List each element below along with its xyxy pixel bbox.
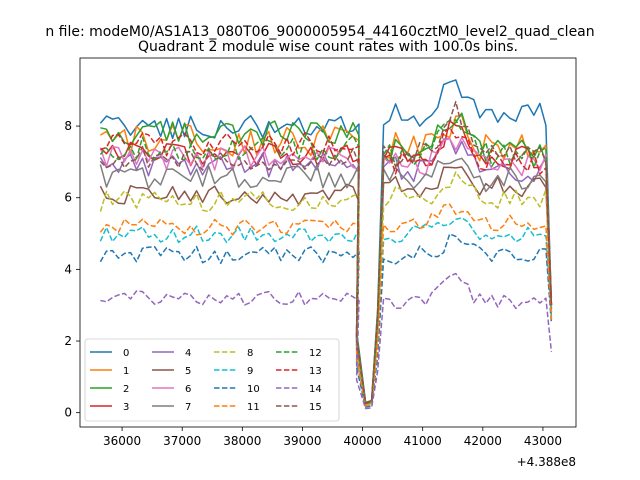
- y-tick-label: 8: [64, 119, 72, 133]
- legend-label: 3: [123, 402, 129, 413]
- series-line-6: [99, 136, 553, 405]
- legend-label: 9: [247, 366, 253, 377]
- legend-label: 4: [185, 348, 191, 359]
- series-line-7: [99, 157, 553, 405]
- x-tick-label: 42000: [464, 434, 502, 448]
- legend-label: 0: [123, 348, 129, 359]
- x-tick-label: 40000: [343, 434, 381, 448]
- axes-frame: [79, 57, 577, 428]
- series-line-11: [99, 203, 553, 407]
- x-tick-label: 43000: [524, 434, 562, 448]
- legend-box: [84, 338, 340, 422]
- legend-label: 13: [309, 366, 322, 377]
- x-axis: 36000 37000 38000 39000 40000 41000 42000 43000: [103, 427, 562, 448]
- series-line-3: [99, 120, 553, 405]
- legend-label: 2: [123, 384, 129, 395]
- y-tick-label: 4: [64, 262, 72, 276]
- legend-label: 14: [309, 384, 322, 395]
- series-line-0: [99, 79, 553, 404]
- y-axis: 0 2 4 6 8: [64, 119, 80, 420]
- chart-title: Quadrant 2 module wise count rates with …: [138, 39, 518, 55]
- legend-label: 8: [247, 348, 253, 359]
- y-tick-label: 2: [64, 334, 72, 348]
- series-line-10: [99, 233, 553, 408]
- series-line-12: [99, 119, 553, 404]
- legend-label: 15: [309, 402, 322, 413]
- legend-label: 5: [185, 366, 191, 377]
- x-offset-label: +4.388e8: [517, 455, 576, 469]
- series-line-2: [100, 112, 553, 404]
- y-tick-label: 0: [64, 406, 72, 420]
- x-tick-label: 41000: [404, 434, 442, 448]
- figure-suptitle: n file: modeM0/AS1A13_080T06_9000005954_…: [45, 24, 594, 40]
- series-line-8: [99, 171, 553, 406]
- legend-label: 6: [185, 384, 191, 395]
- legend-label: 7: [185, 402, 191, 413]
- series-line-14: [100, 272, 553, 410]
- legend-label: 11: [247, 402, 260, 413]
- y-tick-label: 6: [64, 191, 72, 205]
- legend-label: 10: [247, 384, 260, 395]
- x-tick-label: 37000: [163, 434, 201, 448]
- series-line-9: [99, 217, 553, 408]
- x-tick-label: 38000: [223, 434, 261, 448]
- x-tick-label: 39000: [283, 434, 321, 448]
- series-line-13: [100, 126, 553, 404]
- legend-label: 12: [309, 348, 322, 359]
- legend-label: 1: [123, 366, 129, 377]
- x-tick-label: 36000: [103, 434, 141, 448]
- series-line-15: [99, 100, 553, 405]
- plot-lines: [99, 79, 553, 410]
